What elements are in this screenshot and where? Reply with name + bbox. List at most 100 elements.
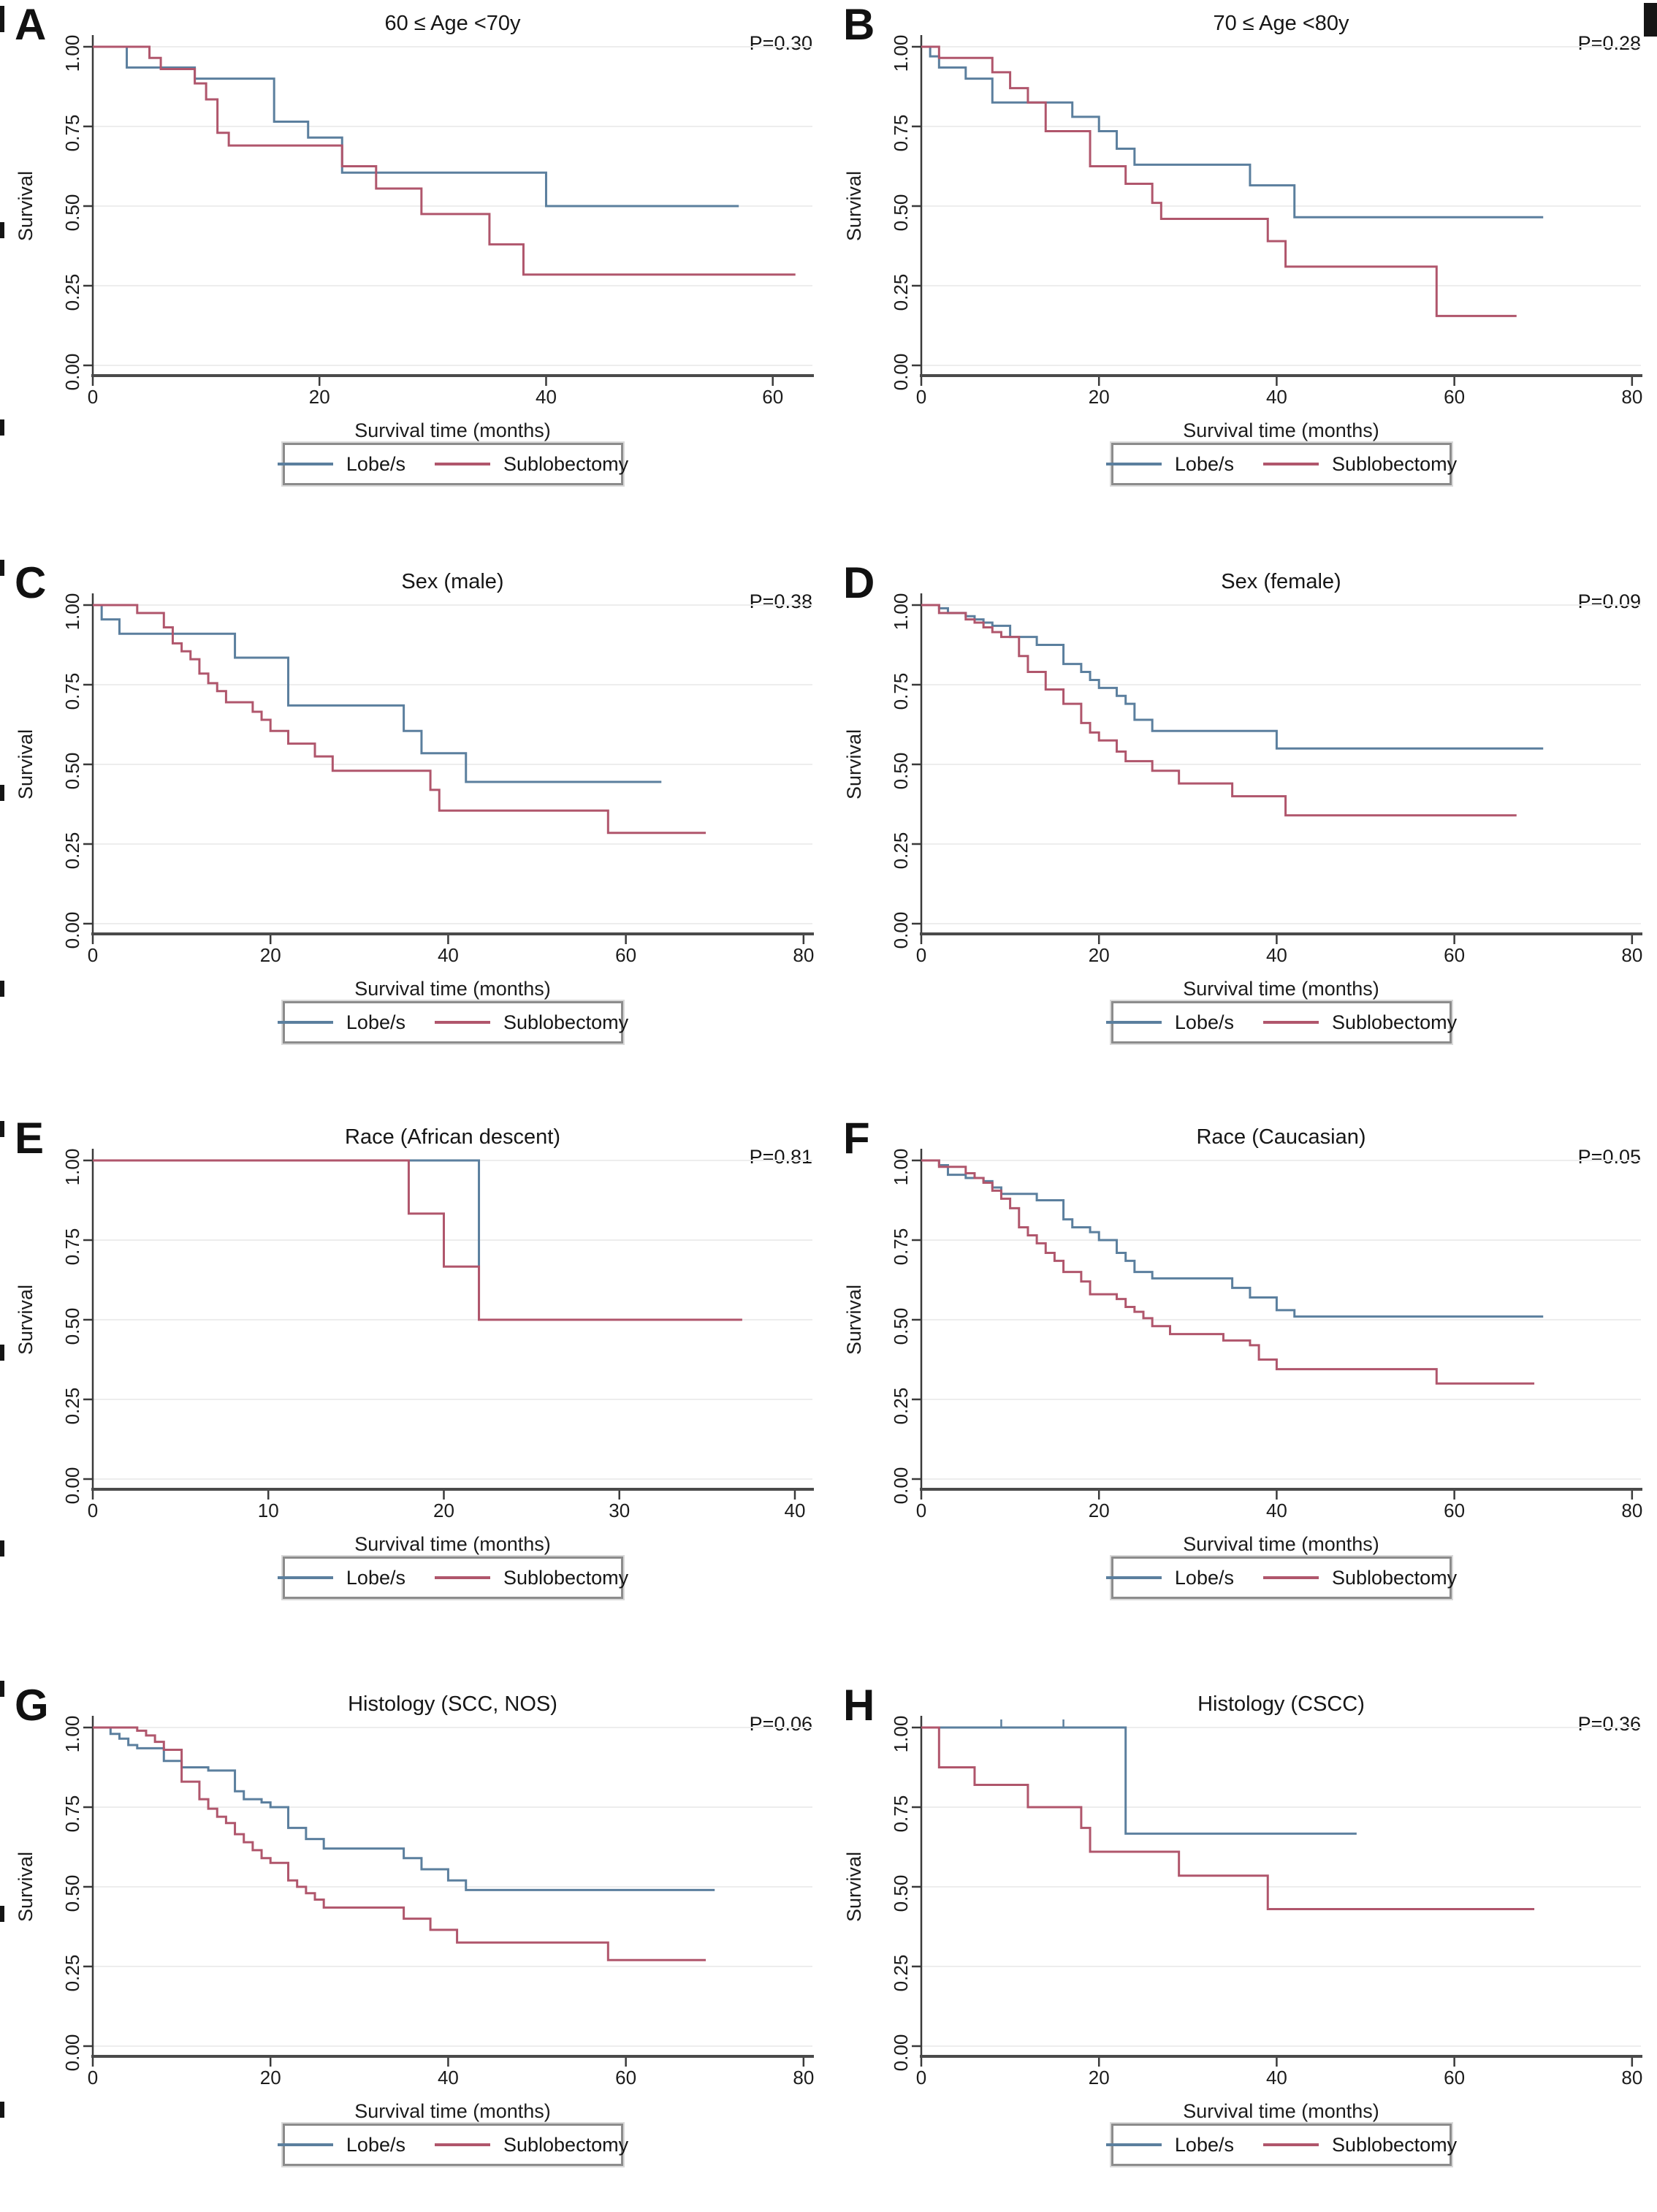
svg-text:0.75: 0.75 — [890, 673, 912, 710]
legend-label-sublobectomy: Sublobectomy — [503, 1011, 629, 1033]
panel-a: A 60 ≤ Age <70y P=0.30 0.00 0.25 0.50 0.75 1… — [0, 0, 828, 541]
legend-label-lobes: Lobe/s — [346, 452, 405, 475]
panel-letter: A — [15, 0, 47, 49]
panel-title: Sex (female) — [1221, 570, 1341, 593]
svg-text:20: 20 — [309, 386, 330, 408]
svg-text:40: 40 — [1266, 944, 1287, 966]
svg-text:20: 20 — [433, 1500, 454, 1521]
sublobectomy-line-swatch — [1262, 1021, 1319, 1024]
lobes-line-swatch — [277, 1576, 333, 1579]
legend-key-lobes: Lobe/s — [277, 452, 405, 476]
svg-text:0.25: 0.25 — [61, 274, 83, 311]
svg-text:20: 20 — [1089, 944, 1110, 966]
lobes-line-swatch — [277, 463, 333, 465]
svg-text:20: 20 — [1089, 2067, 1110, 2089]
legend-box: Lobe/s Sublobectomy — [1105, 2124, 1457, 2166]
svg-text:80: 80 — [1621, 2067, 1642, 2089]
svg-text:1.00: 1.00 — [890, 35, 912, 72]
legend-key-lobes: Lobe/s — [1105, 1567, 1234, 1589]
panel-title: 70 ≤ Age <80y — [1213, 12, 1349, 35]
legend-box: Lobe/s Sublobectomy — [277, 1001, 628, 1044]
legend-box: Lobe/s Sublobectomy — [1105, 1557, 1457, 1599]
svg-text:0.00: 0.00 — [890, 354, 912, 391]
legend-label-lobes: Lobe/s — [1174, 2133, 1234, 2156]
svg-text:0.00: 0.00 — [61, 354, 83, 391]
lobes-line-swatch — [1105, 2143, 1162, 2146]
svg-text:0.75: 0.75 — [61, 1795, 83, 1833]
scan-artifact — [0, 1681, 4, 1697]
svg-text:Survival time (months): Survival time (months) — [1183, 978, 1379, 1000]
svg-text:0.50: 0.50 — [890, 753, 912, 790]
panel-letter: E — [15, 1114, 45, 1163]
svg-text:0.00: 0.00 — [890, 1467, 912, 1505]
panel-letter: D — [843, 558, 875, 607]
svg-text:0: 0 — [88, 1500, 98, 1521]
svg-text:Survival time (months): Survival time (months) — [354, 2100, 551, 2122]
svg-text:Survival time (months): Survival time (months) — [354, 978, 551, 1000]
scan-artifact — [0, 222, 4, 238]
svg-text:1.00: 1.00 — [61, 593, 83, 631]
svg-text:Survival time (months): Survival time (months) — [1183, 1533, 1379, 1555]
svg-text:1.00: 1.00 — [890, 1716, 912, 1753]
scan-artifact — [0, 2102, 4, 2118]
sublobectomy-line-swatch — [434, 2143, 490, 2146]
svg-text:0.00: 0.00 — [61, 2034, 83, 2072]
svg-text:80: 80 — [1621, 386, 1642, 408]
panel-letter: F — [843, 1114, 870, 1163]
legend-label-lobes: Lobe/s — [1174, 1011, 1234, 1033]
svg-text:0.25: 0.25 — [890, 1388, 912, 1425]
svg-text:0.00: 0.00 — [890, 912, 912, 949]
scan-artifact — [0, 981, 4, 997]
legend-label-sublobectomy: Sublobectomy — [503, 1566, 629, 1589]
legend-key-lobes: Lobe/s — [277, 2134, 405, 2156]
svg-text:0: 0 — [88, 944, 98, 966]
svg-text:0.50: 0.50 — [61, 194, 83, 232]
legend-key-lobes: Lobe/s — [1105, 1011, 1234, 1034]
panel-c: C Sex (male) P=0.38 0.00 0.25 0.50 0.75 1.00… — [0, 558, 828, 1099]
svg-text:60: 60 — [1444, 2067, 1465, 2089]
svg-text:0.50: 0.50 — [890, 1875, 912, 1912]
svg-text:0: 0 — [916, 2067, 926, 2089]
panel-title: Histology (SCC, NOS) — [348, 1692, 557, 1716]
legend-box: Lobe/s Sublobectomy — [277, 443, 628, 485]
panel-f: F Race (Caucasian) P=0.05 0.00 0.25 0.50 0.… — [828, 1114, 1657, 1654]
svg-text:0.75: 0.75 — [61, 673, 83, 710]
svg-text:Survival time (months): Survival time (months) — [1183, 419, 1379, 441]
legend-key-sublobectomy: Sublobectomy — [434, 1566, 629, 1589]
svg-text:80: 80 — [793, 944, 814, 966]
svg-text:1.00: 1.00 — [890, 593, 912, 631]
km-plot-b: 0.00 0.25 0.50 0.75 1.00 0 20 40 60 80 Survival Sur… — [843, 35, 1642, 441]
svg-text:1.00: 1.00 — [61, 1149, 83, 1186]
svg-text:40: 40 — [438, 944, 459, 966]
scan-artifact — [1644, 3, 1657, 37]
p-value-label: P=0.30 — [749, 32, 812, 54]
legend-label-sublobectomy: Sublobectomy — [503, 452, 629, 475]
p-value-label: P=0.06 — [749, 1713, 812, 1735]
svg-text:20: 20 — [1089, 1500, 1110, 1521]
svg-text:0: 0 — [88, 386, 98, 408]
p-value-label: P=0.09 — [1577, 590, 1641, 612]
panel-title: Race (Caucasian) — [1196, 1125, 1366, 1149]
panel-title: 60 ≤ Age <70y — [384, 12, 521, 35]
svg-text:Survival: Survival — [15, 729, 37, 799]
svg-text:0.75: 0.75 — [61, 1228, 83, 1266]
svg-text:0.25: 0.25 — [61, 1955, 83, 1992]
legend-key-sublobectomy: Sublobectomy — [1262, 1011, 1457, 1034]
svg-text:Survival: Survival — [843, 1852, 865, 1922]
legend-key-sublobectomy: Sublobectomy — [1262, 2133, 1458, 2156]
svg-text:0.75: 0.75 — [890, 1795, 912, 1833]
svg-text:60: 60 — [1444, 1500, 1465, 1521]
svg-text:Survival time (months): Survival time (months) — [1183, 2100, 1379, 2122]
legend-label-sublobectomy: Sublobectomy — [1331, 1566, 1458, 1589]
svg-text:Survival: Survival — [15, 1852, 37, 1922]
svg-text:Survival time (months): Survival time (months) — [354, 1533, 551, 1555]
lobes-line-swatch — [1105, 1021, 1162, 1024]
panel-b: B 70 ≤ Age <80y P=0.28 0.00 0.25 0.50 0.75 1… — [828, 0, 1657, 541]
legend-label-sublobectomy: Sublobectomy — [1331, 2133, 1458, 2156]
legend-key-sublobectomy: Sublobectomy — [434, 1011, 629, 1034]
svg-text:40: 40 — [536, 386, 557, 408]
legend-key-sublobectomy: Sublobectomy — [1262, 1566, 1458, 1589]
panel-h: H Histology (CSCC) P=0.36 0.00 0.25 0.50 0.… — [828, 1681, 1657, 2212]
panel-title: Sex (male) — [401, 570, 504, 593]
